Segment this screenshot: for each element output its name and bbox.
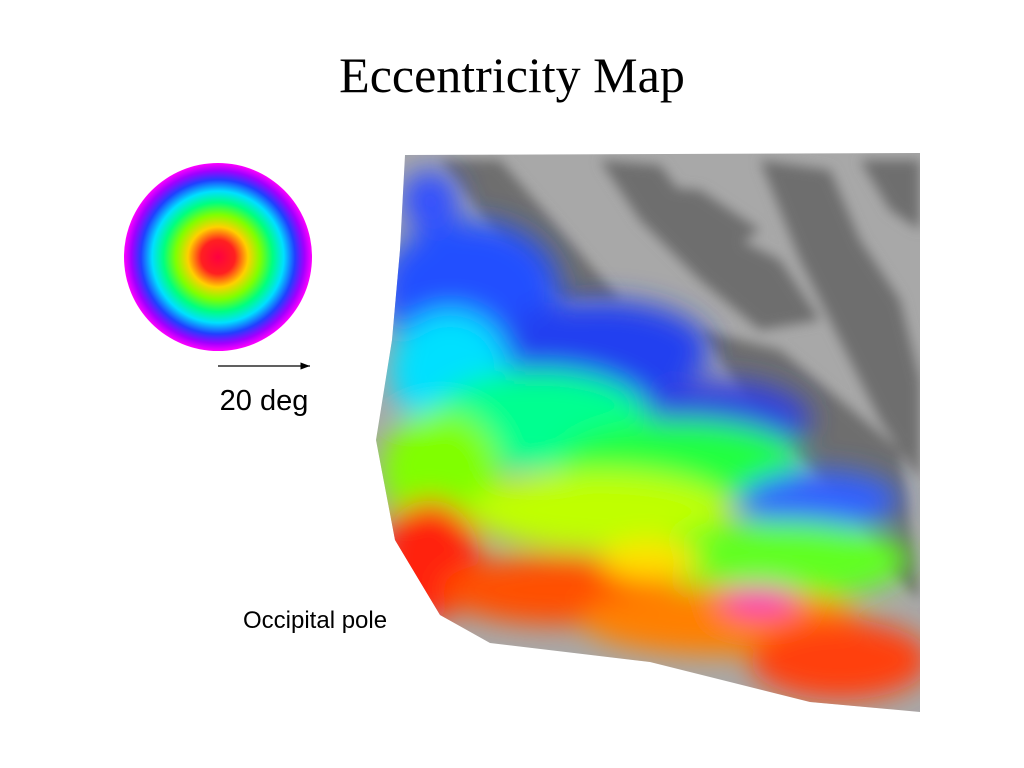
scale-label: 20 deg	[220, 385, 309, 417]
eccentricity-legend	[124, 163, 312, 351]
slide-title: Eccentricity Map	[339, 47, 685, 103]
brain-map	[376, 153, 920, 712]
annotation-label: Occipital pole	[243, 607, 387, 634]
